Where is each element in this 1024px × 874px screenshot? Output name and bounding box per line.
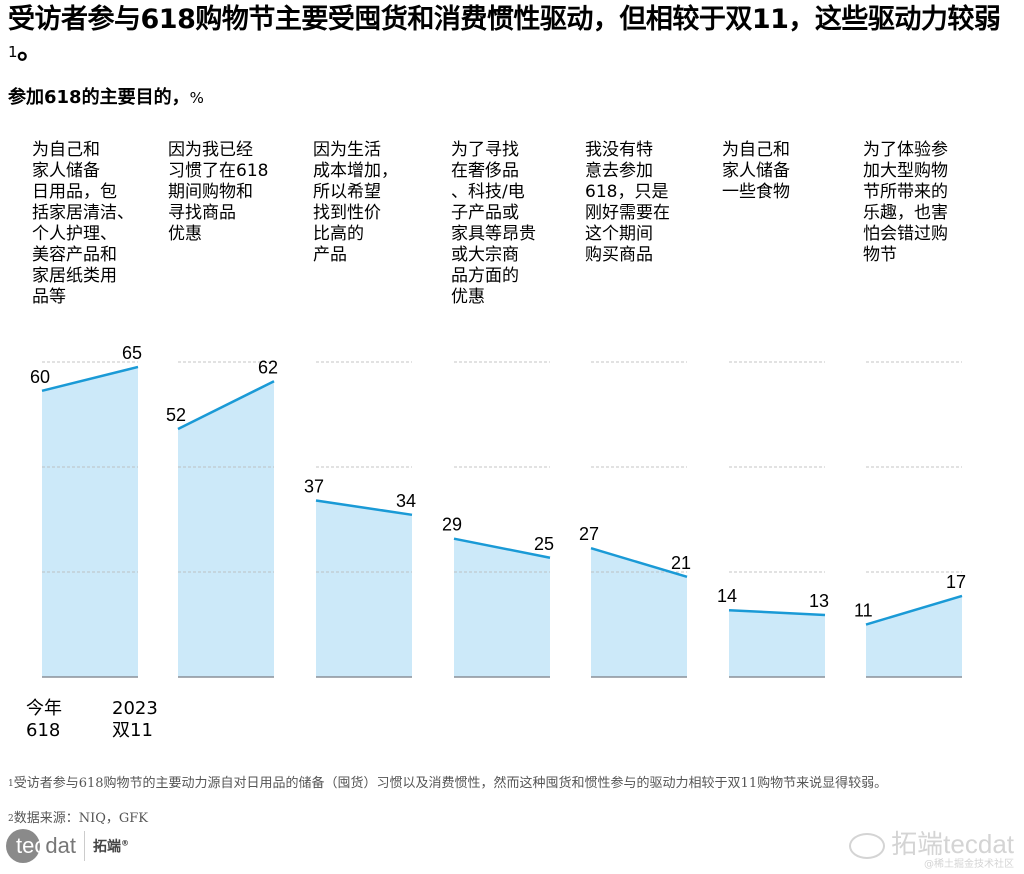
footnote-1: 1受访者参与618购物节的主要动力源自对日用品的储备（囤货）习惯以及消费惯性，然… bbox=[8, 776, 1008, 792]
value-label-618-3: 29 bbox=[442, 515, 462, 535]
area-fill-3 bbox=[454, 538, 550, 677]
value-label-double11-2: 34 bbox=[396, 491, 416, 511]
category-label-4: 我没有特 意去参加 618，只是 刚好需要在 这个期间 购买商品 bbox=[585, 140, 670, 265]
area-fill-0 bbox=[42, 366, 138, 677]
value-label-double11-5: 13 bbox=[809, 591, 829, 611]
watermark-main: 拓端tecdat bbox=[849, 829, 1014, 860]
trend-line-3 bbox=[453, 537, 551, 559]
logo-wordmark: tecdat bbox=[16, 833, 76, 859]
value-label-double11-3: 25 bbox=[534, 534, 554, 554]
value-label-618-1: 52 bbox=[166, 405, 186, 425]
trend-line-1 bbox=[177, 380, 275, 431]
category-label-1: 因为我已经 习惯了在618 期间购物和 寻找商品 优惠 bbox=[168, 140, 269, 244]
category-label-3: 为了寻找 在奢侈品 、科技/电 子产品或 家具等昂贵 或大宗商 品方面的 优惠 bbox=[451, 140, 536, 307]
value-label-double11-1: 62 bbox=[258, 357, 278, 377]
weibo-icon bbox=[849, 833, 886, 860]
title-footnote-ref: 1 bbox=[8, 43, 18, 61]
category-label-6: 为了体验参 加大型购物 节所带来的 乐趣，也害 怕会错过购 物节 bbox=[863, 140, 948, 265]
trend-line-5 bbox=[728, 608, 826, 617]
subtitle-text: 参加618的主要目的， bbox=[8, 87, 190, 108]
category-label-0: 为自己和 家人储备 日用品，包 括家居清洁、 个人护理、 美容产品和 家居纸类用… bbox=[32, 140, 134, 307]
logo-chinese: 拓端® bbox=[93, 836, 129, 856]
trend-line-0 bbox=[41, 365, 139, 393]
area-fill-1 bbox=[178, 381, 274, 677]
logo-registered: ® bbox=[120, 838, 129, 848]
watermark: 拓端tecdat @稀土掘金技术社区 bbox=[849, 830, 1014, 871]
footnote-2: 2数据来源：NIQ，GFK bbox=[8, 811, 148, 827]
title-text: 受访者参与618购物节主要受囤货和消费惯性驱动，但相较于双11，这些驱动力较弱 bbox=[8, 4, 1001, 35]
area-chart: 60 65 52 62 37 34 29 25 27 21 14 13 11 17 bbox=[30, 343, 966, 678]
footnote-2-marker: 2 bbox=[8, 814, 14, 824]
footnote-2-text: 数据来源：NIQ，GFK bbox=[13, 811, 149, 826]
value-label-618-4: 27 bbox=[579, 524, 599, 544]
logo-cn-text: 拓端 bbox=[92, 839, 121, 855]
logo-tec: tec bbox=[16, 833, 46, 858]
value-label-double11-6: 17 bbox=[946, 572, 966, 592]
value-label-618-6: 11 bbox=[854, 601, 873, 621]
footnote-1-text: 受访者参与618购物节的主要动力源自对日用品的储备（囤货）习惯以及消费惯性，然而… bbox=[13, 776, 888, 791]
watermark-main-text: 拓端tecdat bbox=[891, 829, 1014, 859]
page-title: 受访者参与618购物节主要受囤货和消费惯性驱动，但相较于双11，这些驱动力较弱 1… bbox=[8, 4, 1018, 66]
trend-line-2 bbox=[315, 499, 413, 517]
legend-2023-double11: 2023 双11 bbox=[112, 698, 158, 741]
value-label-double11-4: 21 bbox=[671, 553, 691, 573]
logo-circle-icon bbox=[6, 829, 40, 863]
watermark-sub: @稀土掘金技术社区 bbox=[924, 859, 1014, 871]
legend-this-year-618: 今年 618 bbox=[26, 698, 62, 741]
area-fill-6 bbox=[866, 595, 962, 677]
tecdat-logo: tecdat 拓端® bbox=[6, 829, 129, 863]
footnote-1-marker: 1 bbox=[8, 779, 14, 789]
area-fill-2 bbox=[316, 500, 412, 677]
value-label-618-0: 60 bbox=[30, 367, 50, 387]
value-label-618-5: 14 bbox=[717, 586, 737, 606]
category-label-2: 因为生活 成本增加， 所以希望 找到性价 比高的 产品 bbox=[313, 140, 398, 265]
trend-line-6 bbox=[865, 594, 963, 626]
chart-subtitle: 参加618的主要目的，% bbox=[8, 87, 204, 109]
area-fill-4 bbox=[591, 548, 687, 677]
area-fill-5 bbox=[729, 610, 825, 677]
logo-divider bbox=[83, 831, 85, 861]
value-label-618-2: 37 bbox=[304, 477, 324, 497]
logo-dat: dat bbox=[45, 833, 76, 858]
title-end: 。 bbox=[17, 35, 44, 66]
subtitle-unit: % bbox=[189, 89, 204, 107]
value-label-double11-0: 65 bbox=[122, 343, 142, 363]
category-label-5: 为自己和 家人储备 一些食物 bbox=[722, 140, 790, 202]
trend-line-4 bbox=[590, 547, 688, 579]
